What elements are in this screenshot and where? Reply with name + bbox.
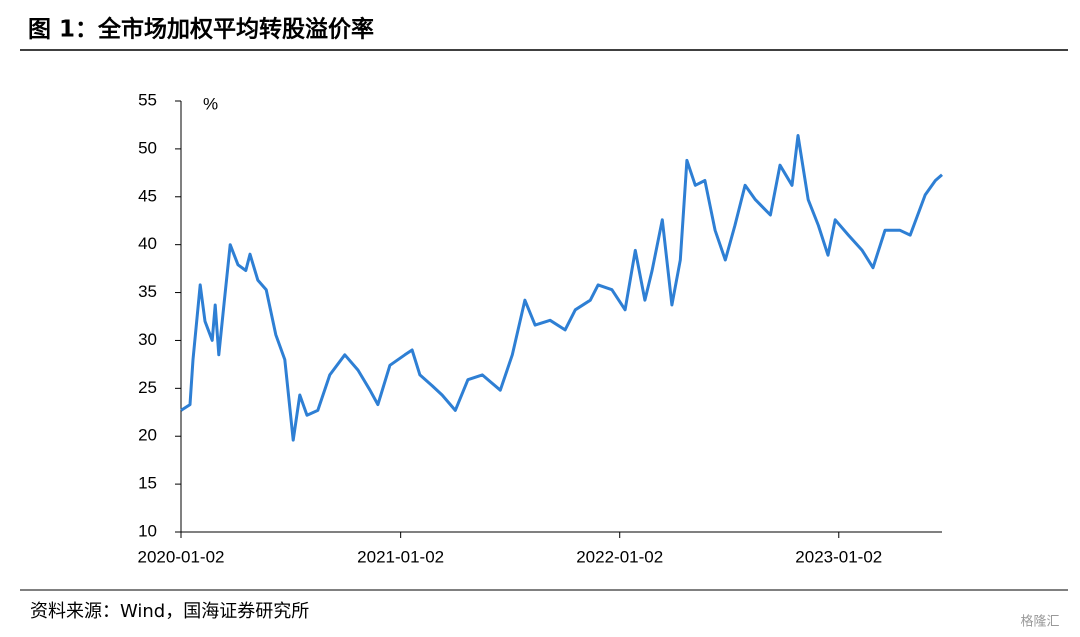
data-line [180,134,943,442]
chart-title: 图 1：全市场加权平均转股溢价率 [28,16,374,43]
y-tick-label: 20 [138,426,157,445]
x-tick-label: 2022-01-02 [576,547,663,566]
y-tick-label: 30 [138,330,157,349]
y-tick-label: 45 [138,186,157,205]
source-note: 资料来源：Wind，国海证券研究所 [30,601,309,622]
watermark: 格隆汇 [1020,614,1059,630]
x-tick-label: 2021-01-02 [357,547,444,566]
y-tick-label: 25 [138,378,157,397]
y-tick-label: 35 [138,282,157,301]
y-axis-unit: % [203,94,218,113]
y-tick-label: 40 [138,234,157,253]
y-tick-label: 55 [138,90,157,109]
y-tick-label: 50 [138,138,157,157]
y-tick-label: 15 [138,474,157,493]
y-tick-label: 10 [138,521,157,540]
x-tick-label: 2020-01-02 [138,547,225,566]
x-tick-label: 2023-01-02 [795,547,882,566]
